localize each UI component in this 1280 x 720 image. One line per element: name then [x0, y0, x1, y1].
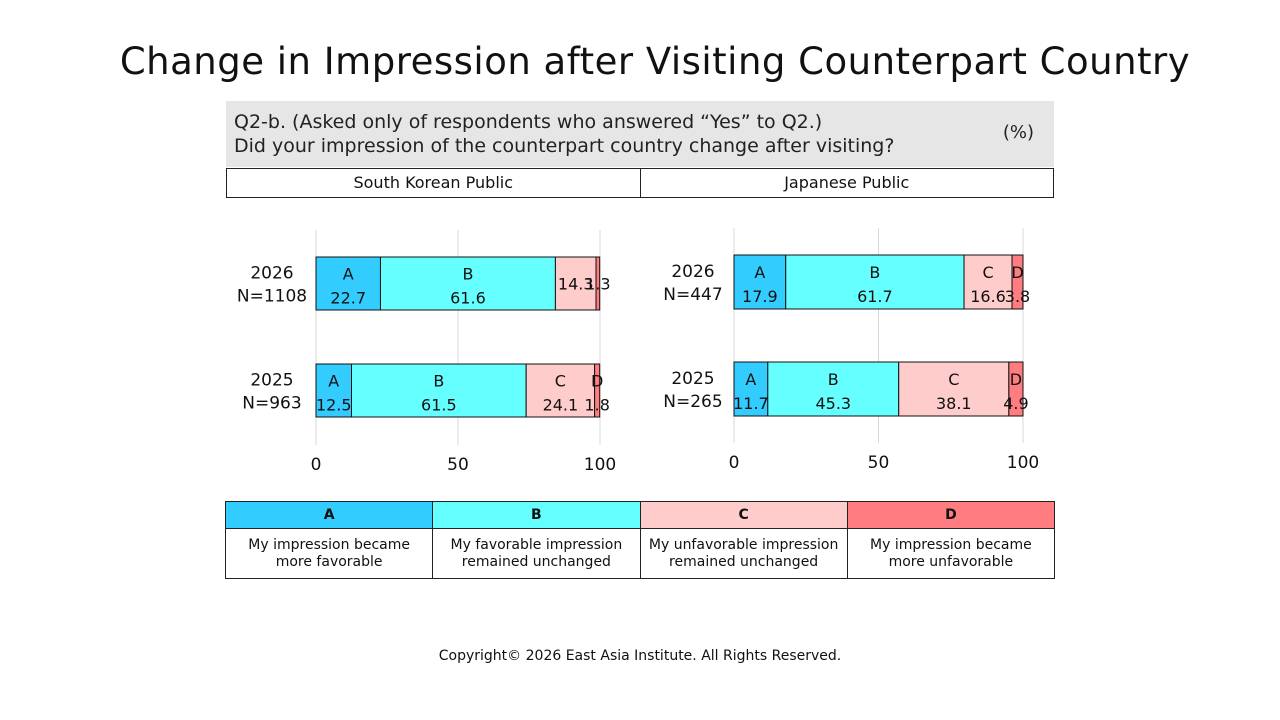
header-south-korean-public: South Korean Public	[353, 173, 514, 192]
series-name-label: A	[745, 370, 756, 389]
series-name-label: A	[328, 372, 339, 391]
unit-label: (%)	[1002, 122, 1034, 143]
series-name-label: D	[591, 372, 603, 391]
legend-col-b: B My favorable impression remained uncha…	[432, 502, 640, 578]
legend-key-d: D	[847, 502, 1054, 529]
series-name-label: C	[982, 263, 993, 282]
page-title: Change in Impression after Visiting Coun…	[119, 40, 1191, 83]
bar-segment-c	[554, 256, 597, 311]
series-name-label: A	[343, 265, 354, 284]
bar-segment-d	[595, 256, 601, 311]
category-label-n: N=447	[663, 285, 722, 305]
series-name-label: C	[555, 372, 566, 391]
data-value-label: 61.5	[421, 396, 457, 415]
data-value-label: 11.7	[733, 394, 769, 413]
bar-segment-a	[733, 254, 787, 310]
legend-label-b: My favorable impression remained unchang…	[450, 536, 623, 570]
legend-key-a: A	[226, 502, 433, 529]
legend-label-c: My unfavorable impression remained uncha…	[648, 536, 839, 570]
data-value-label: 14.3	[558, 275, 594, 294]
data-value-label: 61.6	[450, 289, 486, 308]
series-name-label: D	[1010, 370, 1022, 389]
bar-segment-a	[315, 256, 381, 311]
bar-segment-d	[1008, 361, 1024, 417]
x-tick-label: 0	[729, 453, 740, 473]
data-value-label: 38.1	[936, 394, 972, 413]
public-header: South Korean Public Japanese Public	[226, 168, 1054, 198]
x-tick-label: 50	[447, 455, 469, 475]
bar-segment-b	[351, 363, 527, 418]
legend-col-c: C My unfavorable impression remained unc…	[639, 502, 847, 578]
legend-col-a: A My impression became more favorable	[226, 502, 433, 578]
legend-table: A My impression became more favorable B …	[225, 501, 1055, 579]
data-value-label: 45.3	[815, 394, 851, 413]
question-line-2: Did your impression of the counterpart c…	[234, 135, 895, 157]
bar-segment-c	[898, 361, 1010, 417]
series-name-label: B	[828, 370, 839, 389]
series-name-label: B	[433, 372, 444, 391]
series-name-label: D	[1011, 263, 1023, 282]
legend-key-c: C	[640, 502, 847, 529]
bar-segment-b	[379, 256, 556, 311]
data-value-label: 24.1	[543, 396, 579, 415]
legend-key-b: B	[433, 502, 640, 529]
category-label-year: 2026	[250, 264, 293, 284]
copyright: Copyright© 2026 East Asia Institute. All…	[438, 648, 842, 664]
data-value-label: 22.7	[330, 289, 366, 308]
bar-segment-d	[1011, 254, 1024, 310]
category-label-n: N=1108	[237, 287, 307, 307]
data-value-label: 1.3	[585, 275, 610, 294]
bar-segment-c	[963, 254, 1013, 310]
series-name-label: B	[462, 265, 473, 284]
question-box: Q2-b. (Asked only of respondents who ans…	[226, 101, 1054, 167]
data-value-label: 16.6	[970, 287, 1006, 306]
question-line-1: Q2-b. (Asked only of respondents who ans…	[234, 111, 823, 133]
bar-segment-d	[594, 363, 601, 418]
category-label-n: N=963	[242, 394, 301, 414]
legend-label-d: My impression became more unfavorable	[870, 536, 1032, 570]
legend-label-a: My impression became more favorable	[248, 536, 410, 570]
series-name-label: C	[948, 370, 959, 389]
legend-col-d: D My impression became more unfavorable	[846, 502, 1054, 578]
category-label-year: 2025	[250, 371, 293, 391]
data-value-label: 12.5	[316, 396, 352, 415]
bar-segment-b	[785, 254, 965, 310]
header-japanese-public: Japanese Public	[639, 169, 1054, 197]
data-value-label: 4.9	[1003, 394, 1028, 413]
data-value-label: 17.9	[742, 287, 778, 306]
x-tick-label: 50	[868, 453, 890, 473]
x-tick-label: 100	[584, 455, 616, 475]
series-name-label: A	[754, 263, 765, 282]
category-label-year: 2025	[671, 369, 714, 389]
data-value-label: 61.7	[857, 287, 893, 306]
series-name-label: B	[869, 263, 880, 282]
category-label-year: 2026	[671, 262, 714, 282]
x-tick-label: 100	[1007, 453, 1039, 473]
x-tick-label: 0	[311, 455, 322, 475]
data-value-label: 1.8	[584, 396, 609, 415]
bar-segment-b	[767, 361, 900, 417]
data-value-label: 3.8	[1005, 287, 1030, 306]
category-label-n: N=265	[663, 392, 722, 412]
